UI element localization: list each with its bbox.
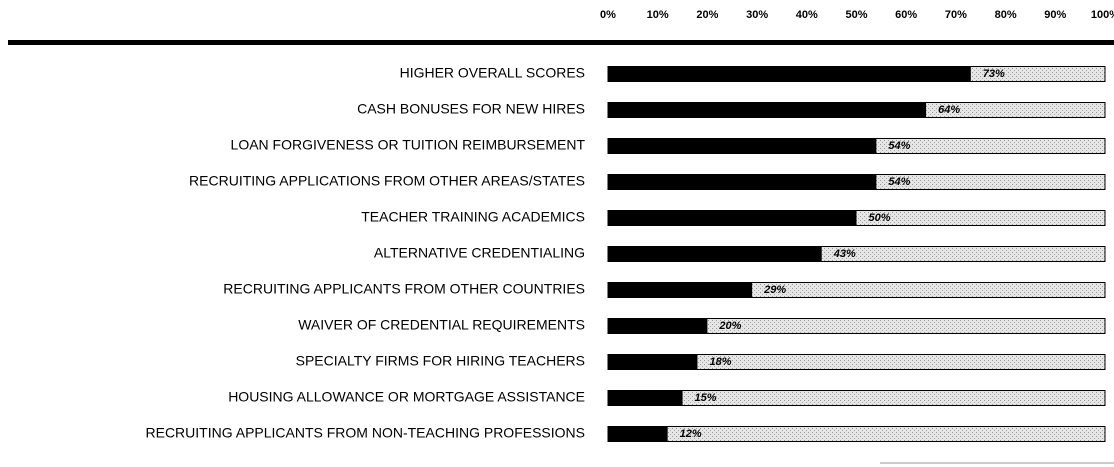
category-label: HOUSING ALLOWANCE OR MORTGAGE ASSISTANCE [228, 389, 585, 405]
value-label: 15% [695, 392, 717, 404]
value-label: 12% [680, 428, 702, 440]
x-tick-label: 60% [895, 9, 917, 21]
header-rule [8, 40, 1114, 45]
value-label: 18% [709, 356, 731, 368]
x-tick-label: 70% [945, 9, 967, 21]
bar [608, 138, 877, 154]
category-label: TEACHER TRAINING ACADEMICS [361, 209, 585, 225]
x-tick-label: 100% [1091, 9, 1114, 21]
x-tick-label: 10% [647, 9, 669, 21]
value-label: 43% [833, 248, 856, 260]
value-label: 54% [888, 176, 910, 188]
category-label: ALTERNATIVE CREDENTIALING [374, 245, 585, 261]
value-label: 50% [869, 212, 891, 224]
bar [608, 174, 877, 190]
bar [608, 426, 668, 442]
bar [608, 246, 822, 262]
category-label: RECRUITING APPLICANTS FROM NON-TEACHING … [146, 425, 586, 441]
x-tick-label: 80% [995, 9, 1017, 21]
bar [608, 354, 698, 370]
x-tick-label: 20% [696, 9, 718, 21]
category-label: WAIVER OF CREDENTIAL REQUIREMENTS [298, 317, 585, 333]
bar [608, 102, 927, 118]
value-label: 54% [888, 140, 910, 152]
category-label: HIGHER OVERALL SCORES [400, 65, 585, 81]
bar [608, 318, 708, 334]
category-label: LOAN FORGIVENESS OR TUITION REIMBURSEMEN… [231, 137, 586, 153]
value-label: 64% [938, 104, 960, 116]
x-tick-label: 40% [796, 9, 818, 21]
category-label: RECRUITING APPLICATIONS FROM OTHER AREAS… [189, 173, 585, 189]
category-label: CASH BONUSES FOR NEW HIRES [357, 101, 585, 117]
value-label: 20% [718, 320, 741, 332]
x-tick-label: 30% [746, 9, 768, 21]
bar [608, 282, 753, 298]
bar [608, 66, 971, 82]
x-tick-label: 0% [600, 9, 616, 21]
x-tick-label: 50% [845, 9, 867, 21]
bar [608, 210, 857, 226]
value-label: 29% [763, 284, 786, 296]
category-label: SPECIALTY FIRMS FOR HIRING TEACHERS [296, 353, 585, 369]
x-tick-label: 90% [1044, 9, 1066, 21]
category-label: RECRUITING APPLICANTS FROM OTHER COUNTRI… [223, 281, 585, 297]
value-label: 73% [983, 68, 1005, 80]
bar [608, 390, 683, 406]
